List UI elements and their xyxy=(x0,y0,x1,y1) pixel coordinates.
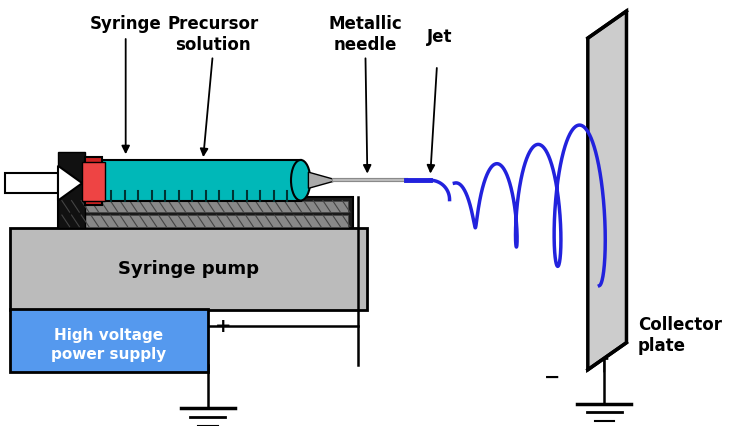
Text: Syringe pump: Syringe pump xyxy=(118,260,259,278)
Polygon shape xyxy=(309,172,334,188)
Polygon shape xyxy=(588,11,626,370)
Bar xyxy=(82,162,105,200)
Bar xyxy=(60,215,348,226)
Text: Jet: Jet xyxy=(427,29,453,46)
Bar xyxy=(85,157,102,205)
Ellipse shape xyxy=(291,160,310,200)
Bar xyxy=(10,228,368,310)
Text: −: − xyxy=(545,368,561,387)
Text: Metallic
needle: Metallic needle xyxy=(329,15,402,54)
Text: +: + xyxy=(215,317,231,336)
Bar xyxy=(58,197,353,228)
Text: power supply: power supply xyxy=(51,347,166,362)
Polygon shape xyxy=(58,166,82,200)
Text: Syringe: Syringe xyxy=(90,15,162,33)
Bar xyxy=(102,160,301,200)
Bar xyxy=(60,200,348,212)
Bar xyxy=(5,174,58,193)
Text: Collector
plate: Collector plate xyxy=(638,317,722,355)
Text: High voltage: High voltage xyxy=(54,328,163,343)
Bar xyxy=(58,152,85,228)
Bar xyxy=(10,309,208,372)
Text: Precursor
solution: Precursor solution xyxy=(167,15,258,54)
